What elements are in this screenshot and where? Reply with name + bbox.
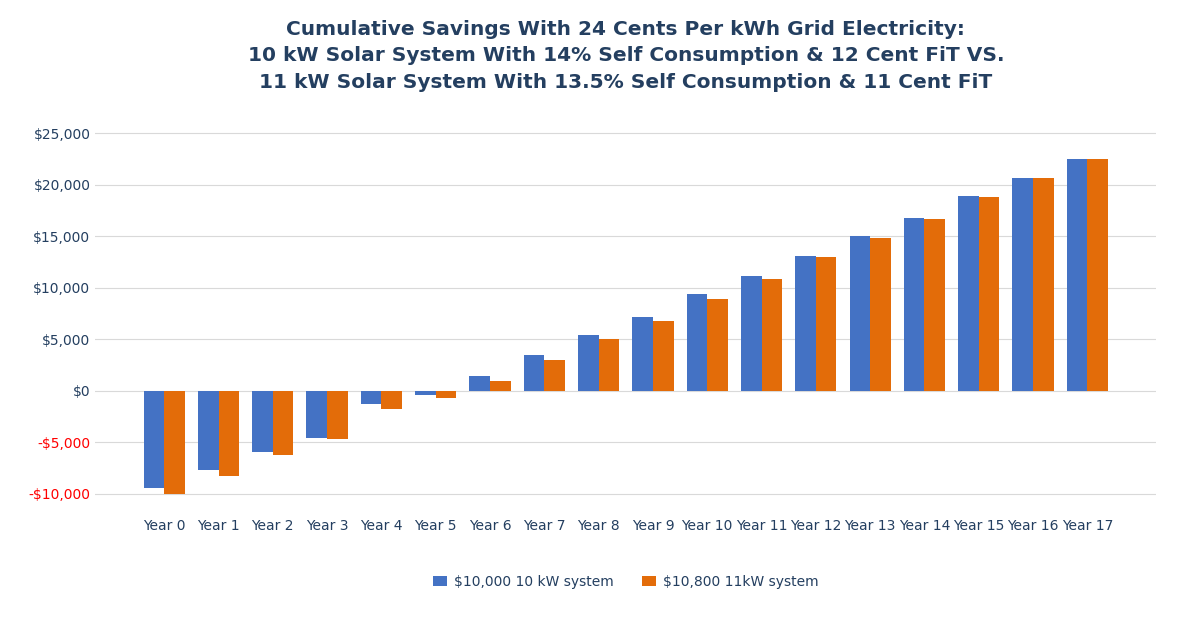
Bar bbox=[164, 391, 185, 493]
Bar bbox=[925, 219, 945, 391]
Bar bbox=[958, 196, 979, 391]
Bar bbox=[327, 391, 348, 439]
Bar bbox=[273, 391, 293, 455]
Bar bbox=[653, 320, 673, 391]
Bar bbox=[470, 376, 490, 391]
Bar bbox=[306, 391, 327, 438]
Bar bbox=[578, 335, 598, 391]
Legend: $10,000 10 kW system, $10,800 11kW system: $10,000 10 kW system, $10,800 11kW syste… bbox=[428, 569, 824, 594]
Bar bbox=[523, 355, 545, 391]
Bar bbox=[545, 360, 565, 391]
Bar bbox=[707, 299, 728, 391]
Bar bbox=[1012, 177, 1033, 391]
Bar bbox=[1033, 177, 1054, 391]
Bar bbox=[1067, 159, 1087, 391]
Bar bbox=[415, 391, 436, 395]
Bar bbox=[870, 238, 890, 391]
Bar bbox=[632, 317, 653, 391]
Bar bbox=[198, 391, 218, 470]
Bar bbox=[904, 218, 925, 391]
Bar bbox=[143, 391, 164, 488]
Bar bbox=[490, 381, 510, 391]
Bar bbox=[253, 391, 273, 453]
Bar bbox=[361, 391, 381, 404]
Bar bbox=[850, 236, 870, 391]
Bar bbox=[218, 391, 240, 476]
Bar bbox=[979, 198, 999, 391]
Bar bbox=[815, 257, 837, 391]
Bar bbox=[741, 277, 762, 391]
Bar bbox=[381, 391, 402, 409]
Title: Cumulative Savings With 24 Cents Per kWh Grid Electricity:
10 kW Solar System Wi: Cumulative Savings With 24 Cents Per kWh… bbox=[248, 20, 1004, 92]
Bar bbox=[436, 391, 457, 398]
Bar bbox=[687, 294, 707, 391]
Bar bbox=[1087, 159, 1109, 391]
Bar bbox=[795, 256, 815, 391]
Bar bbox=[762, 278, 782, 391]
Bar bbox=[598, 339, 620, 391]
